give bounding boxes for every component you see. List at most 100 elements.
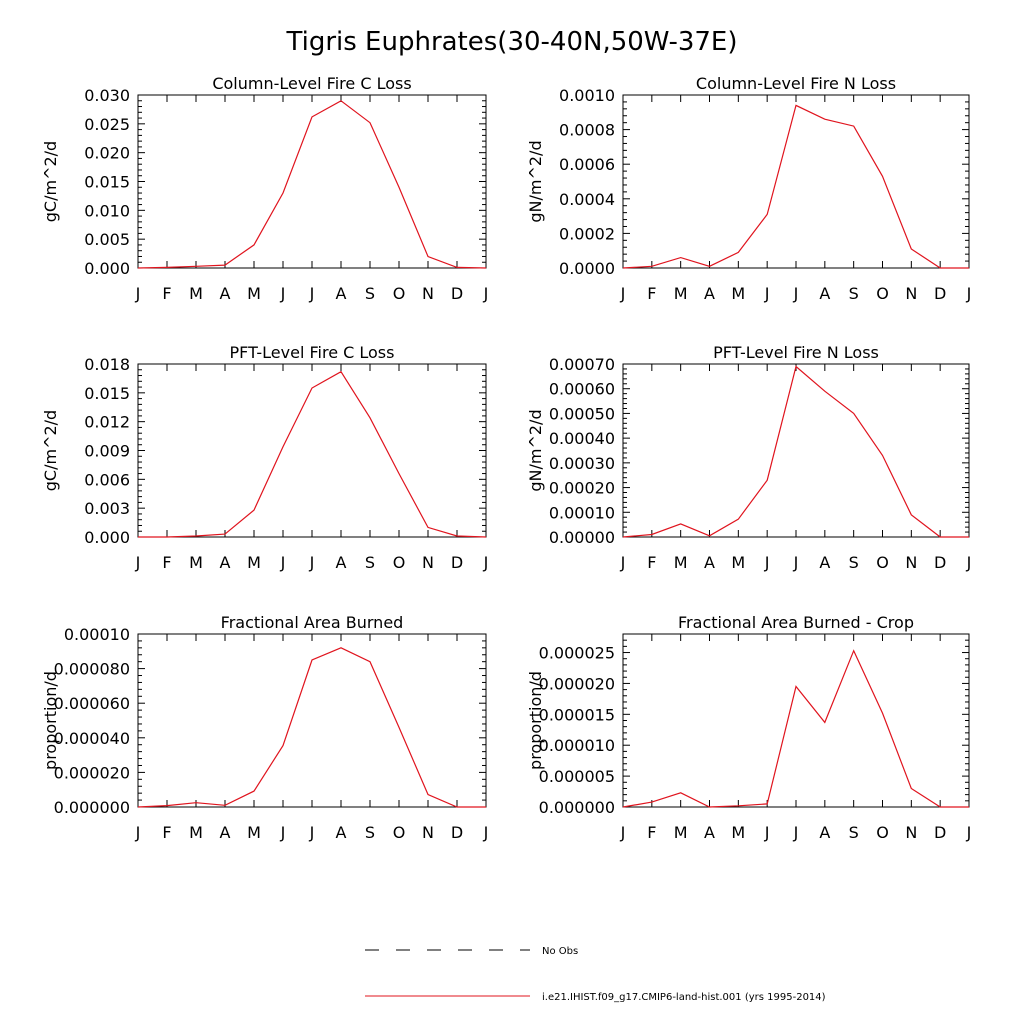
x-tick-label: N xyxy=(422,284,434,303)
x-tick-label: S xyxy=(365,553,375,572)
x-tick-label: M xyxy=(674,284,688,303)
x-tick-label: J xyxy=(483,823,489,842)
chart-panel-6: Fractional Area Burned - Crop proportion/… xyxy=(526,613,971,842)
y-tick-label: 0.030 xyxy=(84,86,130,105)
x-tick-label: D xyxy=(451,284,463,303)
x-tick-label: O xyxy=(876,823,889,842)
x-tick-label: J xyxy=(620,553,626,572)
x-tick-label: M xyxy=(247,823,261,842)
plot-frame xyxy=(622,633,970,808)
x-tick-label: J xyxy=(793,553,799,572)
x-tick-label: M xyxy=(731,823,745,842)
x-tick-label: F xyxy=(162,553,171,572)
x-tick-label: F xyxy=(162,284,171,303)
x-tick-label: J xyxy=(620,823,626,842)
y-axis-label: gC/m^2/d xyxy=(41,141,60,222)
x-tick-label: M xyxy=(189,284,203,303)
panel-title: Column-Level Fire C Loss xyxy=(212,74,411,93)
x-tick-label: A xyxy=(220,553,231,572)
x-tick-label: A xyxy=(336,553,347,572)
y-tick-label: 0.018 xyxy=(84,355,130,374)
x-tick-label: A xyxy=(704,284,715,303)
x-tick-label: J xyxy=(966,284,972,303)
x-tick-label: A xyxy=(336,823,347,842)
y-tick-label: 0.000 xyxy=(84,528,130,547)
legend-label-model: i.e21.IHIST.f09_g17.CMIP6-land-hist.001 … xyxy=(542,992,826,1003)
x-tick-label: N xyxy=(905,553,917,572)
panel-title: Fractional Area Burned - Crop xyxy=(678,613,914,632)
figure-title: Tigris Euphrates(30-40N,50W-37E) xyxy=(286,27,738,57)
y-axis-label: gN/m^2/d xyxy=(526,140,545,222)
x-tick-label: O xyxy=(876,284,889,303)
panel-title: PFT-Level Fire N Loss xyxy=(713,343,879,362)
x-tick-label: D xyxy=(934,823,946,842)
x-tick-label: J xyxy=(966,553,972,572)
chart-panel-3: PFT-Level Fire C Loss gC/m^2/d 0.000 0.003 0… xyxy=(41,343,488,572)
chart-panel-2: Column-Level Fire N Loss gN/m^2/d 0.0000 0.… xyxy=(526,74,971,303)
x-tick-label: J xyxy=(280,284,286,303)
x-tick-label: M xyxy=(247,553,261,572)
plot-frame xyxy=(622,363,970,538)
plot-frame xyxy=(137,94,487,269)
y-tick-label: 0.005 xyxy=(84,230,130,249)
x-tick-label: F xyxy=(647,284,656,303)
y-axis-label: proportion/d xyxy=(526,671,545,770)
x-tick-label: O xyxy=(393,553,406,572)
y-tick-label: 0.0002 xyxy=(559,224,615,243)
x-tick-label: O xyxy=(393,823,406,842)
panel-title: PFT-Level Fire C Loss xyxy=(230,343,395,362)
panels-group: Column-Level Fire C Loss gC/m^2/d 0.000 0.0… xyxy=(41,74,971,842)
y-tick-label: 0.000005 xyxy=(539,767,615,786)
x-tick-label: M xyxy=(731,284,745,303)
y-tick-label: 0.000080 xyxy=(54,660,130,679)
y-tick-label: 0.000025 xyxy=(539,644,615,663)
y-tick-label: 0.000020 xyxy=(54,763,130,782)
x-tick-label: A xyxy=(704,823,715,842)
x-tick-label: J xyxy=(135,553,141,572)
y-tick-label: 0.0006 xyxy=(559,155,615,174)
series-line xyxy=(622,104,969,269)
x-tick-label: D xyxy=(451,823,463,842)
panel-title: Column-Level Fire N Loss xyxy=(696,74,896,93)
x-tick-label: M xyxy=(247,284,261,303)
y-tick-label: 0.0000 xyxy=(559,259,615,278)
x-tick-label: S xyxy=(365,284,375,303)
y-tick-label: 0.00010 xyxy=(549,503,615,522)
x-tick-label: A xyxy=(819,553,830,572)
x-tick-label: S xyxy=(849,553,859,572)
series-line xyxy=(137,100,487,269)
x-tick-label: N xyxy=(905,823,917,842)
x-tick-label: S xyxy=(849,823,859,842)
x-tick-label: O xyxy=(393,284,406,303)
y-tick-label: 0.012 xyxy=(84,413,130,432)
x-tick-label: J xyxy=(135,284,141,303)
x-tick-label: M xyxy=(189,553,203,572)
x-tick-label: M xyxy=(674,553,688,572)
chart-panel-1: Column-Level Fire C Loss gC/m^2/d 0.000 0.0… xyxy=(41,74,488,303)
x-tick-label: J xyxy=(483,284,489,303)
y-tick-label: 0.000015 xyxy=(539,705,615,724)
x-tick-label: N xyxy=(422,823,434,842)
x-tick-label: S xyxy=(849,284,859,303)
panel-title: Fractional Area Burned xyxy=(221,613,404,632)
x-tick-label: D xyxy=(934,553,946,572)
x-tick-label: F xyxy=(162,823,171,842)
x-tick-label: J xyxy=(793,823,799,842)
y-tick-label: 0.00040 xyxy=(549,429,615,448)
x-tick-label: D xyxy=(934,284,946,303)
y-axis-label: gN/m^2/d xyxy=(526,409,545,491)
y-tick-label: 0.000010 xyxy=(539,736,615,755)
y-tick-label: 0.000000 xyxy=(539,798,615,817)
x-tick-label: A xyxy=(220,823,231,842)
x-tick-label: J xyxy=(309,284,315,303)
x-tick-label: J xyxy=(280,553,286,572)
x-tick-label: A xyxy=(819,823,830,842)
y-axis-label: gC/m^2/d xyxy=(41,410,60,491)
y-tick-label: 0.00000 xyxy=(549,528,615,547)
x-tick-label: O xyxy=(876,553,889,572)
x-tick-label: F xyxy=(647,823,656,842)
y-tick-label: 0.000060 xyxy=(54,694,130,713)
y-tick-label: 0.003 xyxy=(84,499,130,518)
y-tick-label: 0.010 xyxy=(84,201,130,220)
series-line xyxy=(137,647,486,808)
